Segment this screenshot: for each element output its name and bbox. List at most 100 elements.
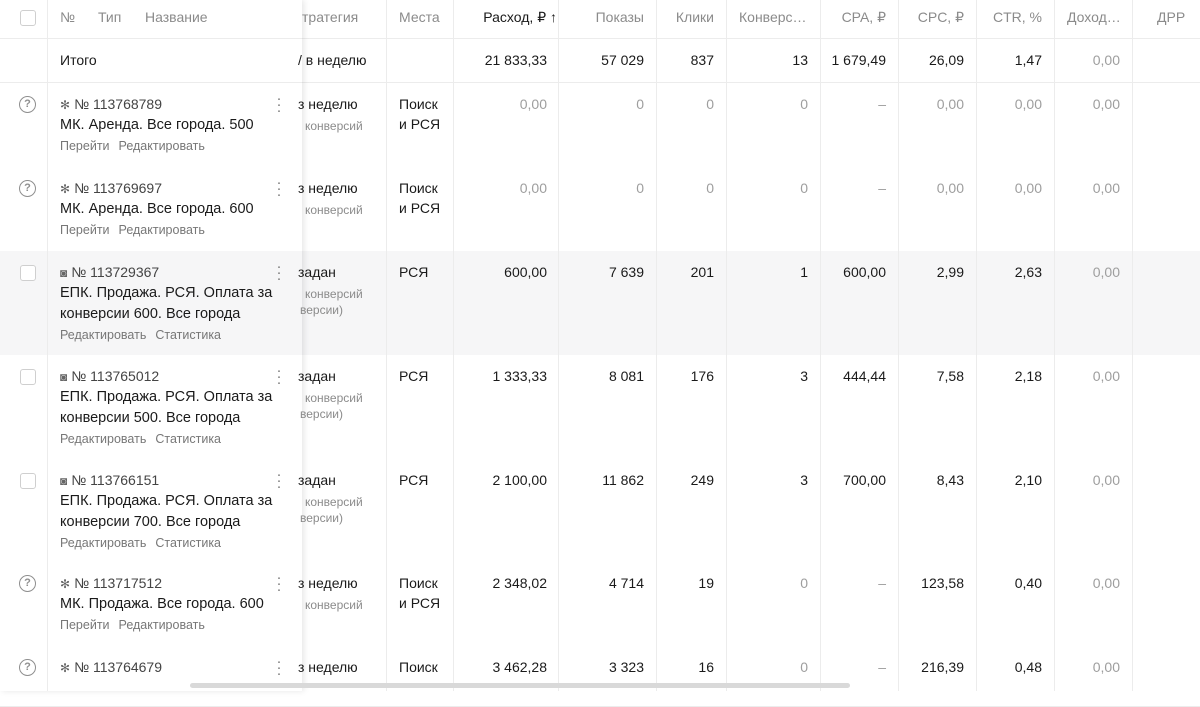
action-link-1[interactable]: Редактировать xyxy=(60,432,147,446)
col-type[interactable]: Тип xyxy=(98,9,122,25)
sparkle-icon: ✻ xyxy=(60,577,71,591)
col-ctr[interactable]: CTR, % xyxy=(993,9,1042,25)
action-link-1[interactable]: Редактировать xyxy=(60,328,147,342)
grid-line xyxy=(386,0,387,691)
col-number[interactable]: № xyxy=(60,9,76,25)
places: РСЯ xyxy=(399,472,429,488)
action-link-2[interactable]: Редактировать xyxy=(118,139,205,153)
cell-cpa: – xyxy=(878,659,886,675)
row-checkbox[interactable] xyxy=(20,265,36,281)
campaign-name[interactable]: МК. Продажа. Все города. 600 xyxy=(60,596,264,612)
cell-cpa: 444,44 xyxy=(843,368,886,384)
table-row[interactable]: ? ✻ № 113764679 · · · з неделю Поиск 3 462,28 3 3… xyxy=(0,646,1200,707)
table-row[interactable]: ? ✻ № 113717512 · · · МК. Продажа. Все города.… xyxy=(0,562,1200,647)
action-link-1[interactable]: Перейти xyxy=(60,139,110,153)
campaign-id: ✻ № 113717512 xyxy=(60,573,162,594)
campaign-name[interactable]: ЕПК. Продажа. РСЯ. Оплата за конверсии 6… xyxy=(60,285,273,322)
cell-income: 0,00 xyxy=(1092,264,1120,280)
sparkle-icon: ✻ xyxy=(60,98,71,112)
campaign-id-text: № 113717512 xyxy=(74,575,163,591)
grid-line xyxy=(726,0,727,691)
strategy-sub: конверсий xyxy=(305,119,363,133)
col-drr[interactable]: ДРР xyxy=(1157,9,1186,25)
campaign-id: ✻ № 113768789 xyxy=(60,94,162,115)
grid-line xyxy=(1132,0,1133,691)
cell-clicks: 0 xyxy=(706,96,714,112)
campaign-name[interactable]: МК. Аренда. Все города. 600 xyxy=(60,201,254,217)
cell-clicks: 249 xyxy=(690,472,714,488)
cell-cpa: 700,00 xyxy=(843,472,886,488)
campaign-name[interactable]: ЕПК. Продажа. РСЯ. Оплата за конверсии 7… xyxy=(60,493,273,530)
strategy: задан xyxy=(298,368,336,384)
grid-line xyxy=(47,0,48,691)
total-ctr: 1,47 xyxy=(1014,52,1042,68)
col-conversions[interactable]: Конверс… xyxy=(739,9,807,25)
col-places[interactable]: Места xyxy=(399,9,440,25)
question-circle-icon[interactable]: ? xyxy=(19,180,36,197)
more-menu-icon[interactable]: · · · xyxy=(276,174,282,203)
campaign-actions: Редактировать Статистика xyxy=(60,534,230,552)
table-row[interactable]: ◙ № 113729367 · · · ЕПК. Продажа. РСЯ. Оплата… xyxy=(0,251,1200,356)
strategy-sub-2: версии) xyxy=(300,303,343,317)
more-menu-icon[interactable]: · · · xyxy=(276,258,282,287)
campaign-id-text: № 113765012 xyxy=(71,368,160,384)
strategy-sub: конверсий xyxy=(305,203,363,217)
col-strategy[interactable]: тратегия xyxy=(302,9,359,25)
more-menu-icon[interactable]: · · · xyxy=(276,90,282,119)
question-circle-icon[interactable]: ? xyxy=(19,96,36,113)
more-menu-icon[interactable]: · · · xyxy=(276,362,282,391)
cell-income: 0,00 xyxy=(1092,180,1120,196)
action-link-2[interactable]: Редактировать xyxy=(118,223,205,237)
col-clicks[interactable]: Клики xyxy=(675,9,714,25)
campaign-actions: Редактировать Статистика xyxy=(60,326,230,344)
row-checkbox[interactable] xyxy=(20,473,36,489)
select-all-checkbox[interactable] xyxy=(20,10,36,26)
cell-spend: 0,00 xyxy=(519,96,547,112)
cell-spend: 600,00 xyxy=(504,264,547,280)
table-row[interactable]: ? ✻ № 113768789 · · · МК. Аренда. Все города. … xyxy=(0,83,1200,168)
col-spend-sorted[interactable]: Расход, ₽ ↑ xyxy=(483,9,557,25)
campaign-actions: Редактировать Статистика xyxy=(60,430,230,448)
more-menu-icon[interactable]: · · · xyxy=(276,569,282,598)
question-circle-icon[interactable]: ? xyxy=(19,575,36,592)
question-circle-icon[interactable]: ? xyxy=(19,659,36,676)
action-link-1[interactable]: Перейти xyxy=(60,618,110,632)
cell-spend: 2 348,02 xyxy=(492,575,548,591)
grid-line xyxy=(558,0,559,691)
strategy-sub: конверсий xyxy=(305,495,363,509)
table-row[interactable]: ◙ № 113766151 · · · ЕПК. Продажа. РСЯ. Оплата… xyxy=(0,459,1200,563)
campaign-name[interactable]: МК. Аренда. Все города. 500 xyxy=(60,117,254,133)
strategy: задан xyxy=(298,264,336,280)
more-menu-icon[interactable]: · · · xyxy=(276,653,282,682)
col-cpc[interactable]: CPC, ₽ xyxy=(917,9,964,25)
action-link-2[interactable]: Статистика xyxy=(155,328,222,342)
table-row[interactable]: ? ✻ № 113769697 · · · МК. Аренда. Все города. … xyxy=(0,167,1200,252)
table-row[interactable]: ◙ № 113765012 · · · ЕПК. Продажа. РСЯ. Оплата… xyxy=(0,355,1200,460)
col-income[interactable]: Доход… xyxy=(1067,9,1121,25)
strategy-sub: конверсий xyxy=(305,391,363,405)
col-cpa[interactable]: CPA, ₽ xyxy=(841,9,886,25)
action-link-1[interactable]: Редактировать xyxy=(60,536,147,550)
cell-cpa: – xyxy=(878,575,886,591)
more-menu-icon[interactable]: · · · xyxy=(276,466,282,495)
action-link-2[interactable]: Статистика xyxy=(155,432,222,446)
col-name[interactable]: Название xyxy=(145,9,208,25)
action-link-2[interactable]: Статистика xyxy=(155,536,222,550)
campaign-id: ✻ № 113769697 xyxy=(60,178,162,199)
action-link-1[interactable]: Перейти xyxy=(60,223,110,237)
cell-impressions: 3 323 xyxy=(608,659,644,675)
horizontal-scrollbar[interactable] xyxy=(190,683,850,688)
cell-ctr: 2,10 xyxy=(1014,472,1042,488)
cell-impressions: 11 862 xyxy=(602,472,644,488)
places-2: и РСЯ xyxy=(399,595,441,611)
cell-clicks: 0 xyxy=(706,180,714,196)
total-row: Итого / в неделю 21 833,33 57 029 837 13… xyxy=(0,39,1200,83)
action-link-2[interactable]: Редактировать xyxy=(118,618,205,632)
grid-line xyxy=(1054,0,1055,691)
col-impressions[interactable]: Показы xyxy=(595,9,644,25)
row-checkbox[interactable] xyxy=(20,369,36,385)
cell-impressions: 4 714 xyxy=(608,575,644,591)
table-header: № Тип Название тратегия Места Расход, ₽ … xyxy=(0,0,1200,39)
places: Поиск xyxy=(399,659,438,675)
campaign-name[interactable]: ЕПК. Продажа. РСЯ. Оплата за конверсии 5… xyxy=(60,389,273,426)
